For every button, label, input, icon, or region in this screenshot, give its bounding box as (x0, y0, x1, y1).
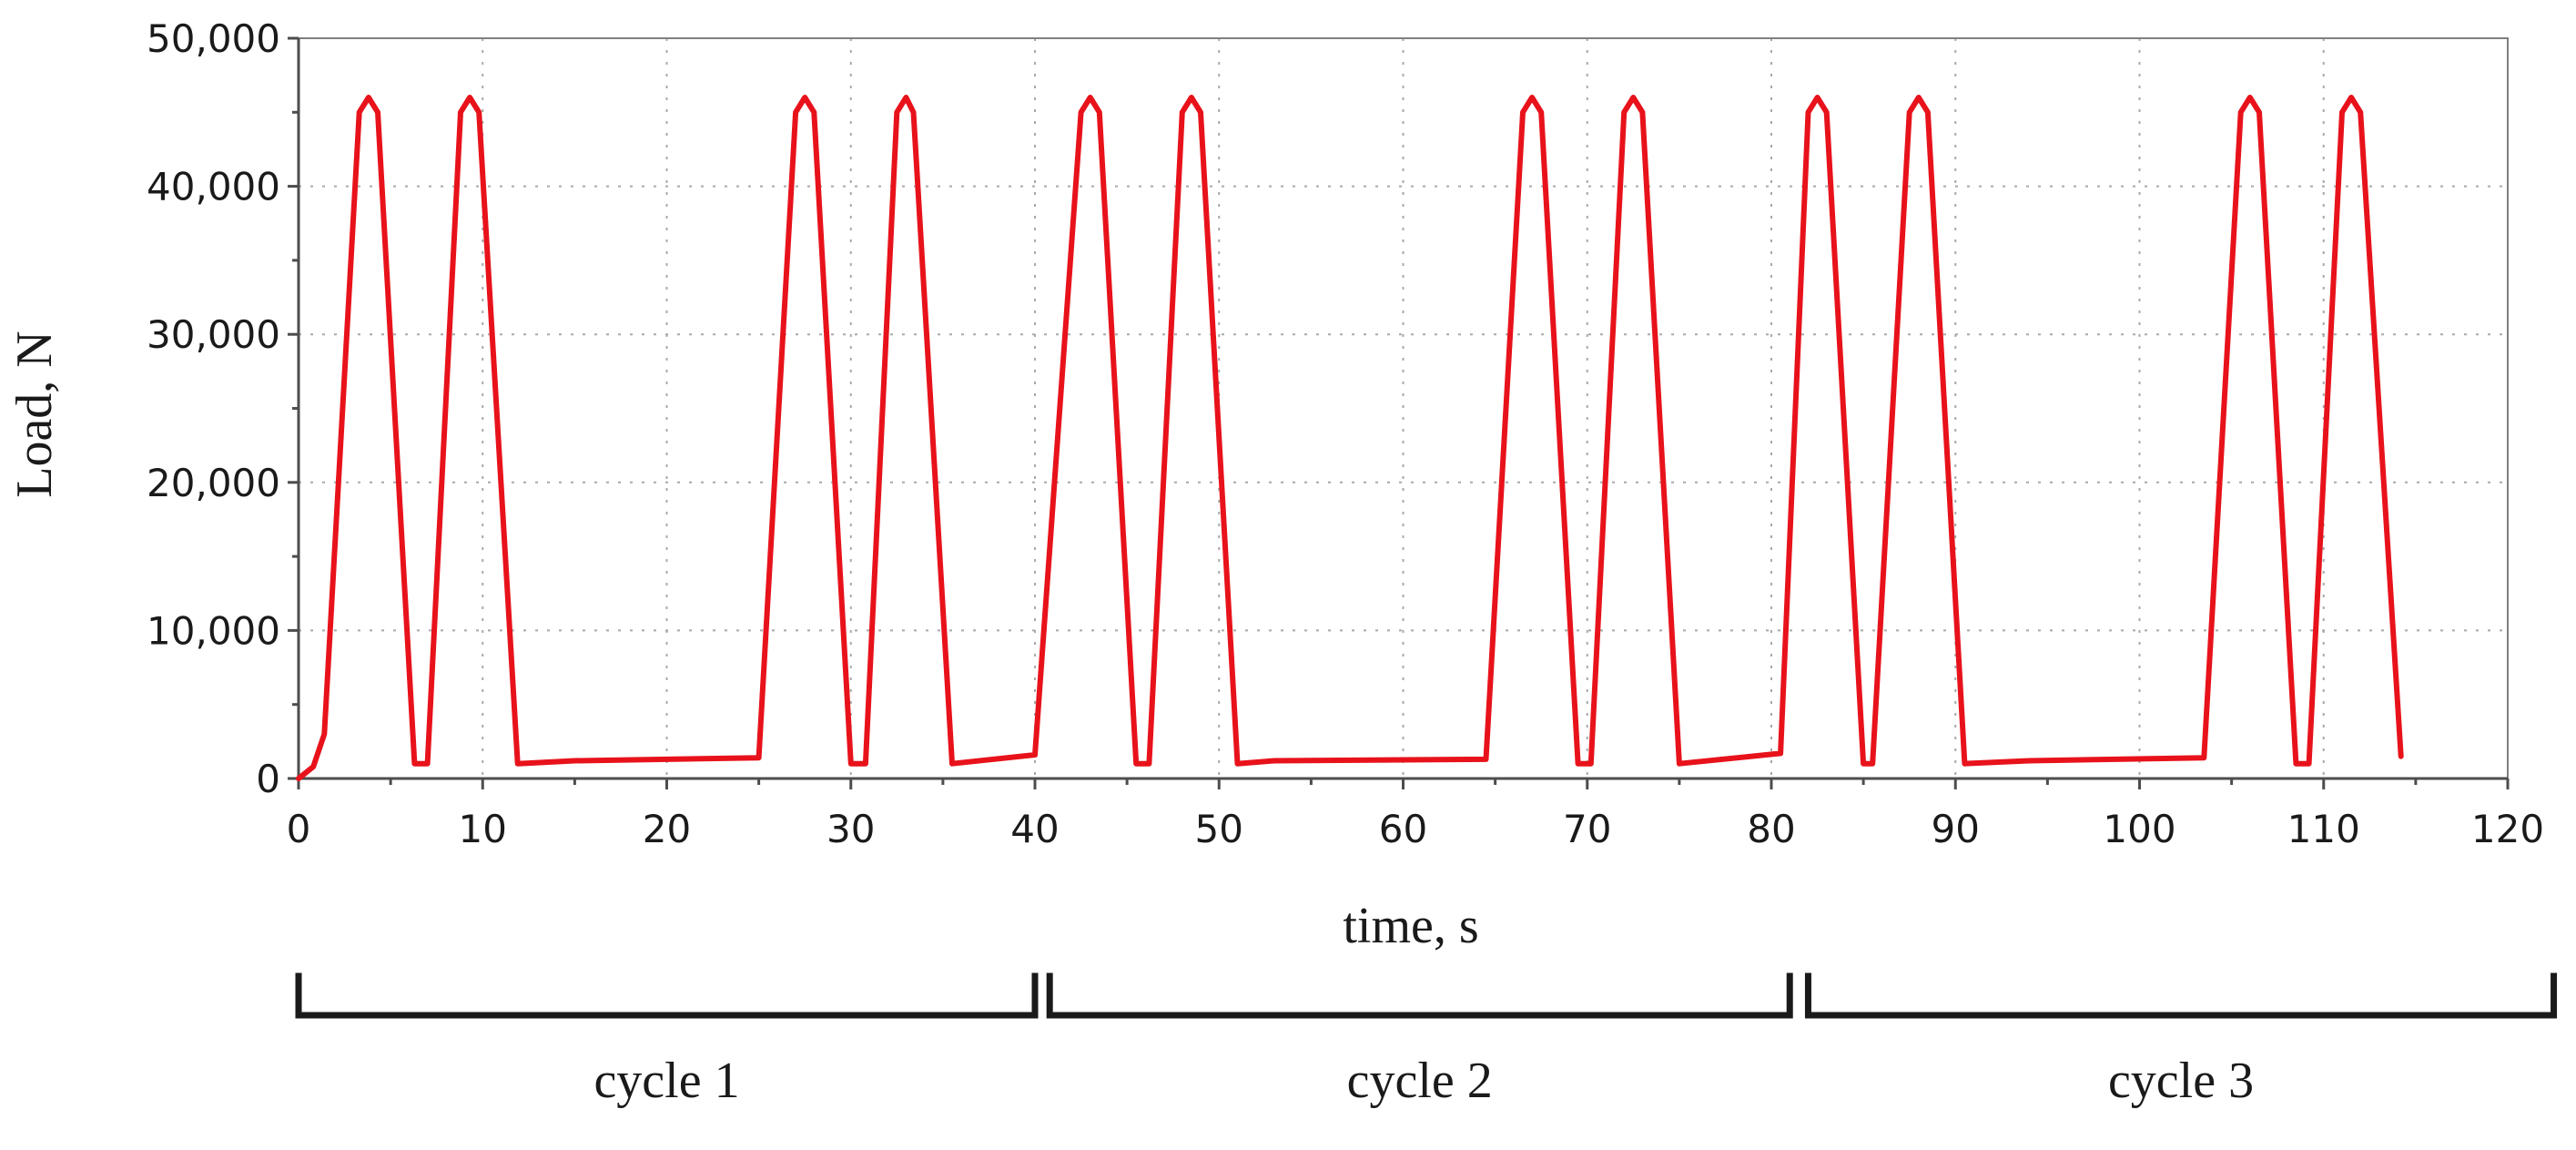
y-tick-label: 10,000 (147, 608, 280, 653)
x-tick-label: 30 (827, 807, 875, 851)
y-tick-label: 30,000 (147, 312, 280, 357)
cycle-bracket: cycle 2 (1046, 972, 1793, 1109)
y-axis-ticks: 0 10,000 20,000 30,000 40,000 50,000 (147, 16, 299, 801)
y-tick-label: 50,000 (147, 16, 280, 61)
gridlines (299, 38, 2508, 779)
cycle-bracket-line (295, 972, 1039, 1019)
x-tick-label: 0 (287, 807, 311, 851)
cycle-label: cycle 2 (1347, 1053, 1493, 1109)
x-tick-label: 70 (1563, 807, 1611, 851)
series-layer (296, 95, 2404, 781)
x-tick-label: 110 (2287, 807, 2360, 851)
series-line-load (296, 95, 2404, 781)
x-tick-label: 100 (2103, 807, 2175, 851)
x-tick-label: 10 (459, 807, 507, 851)
x-tick-label: 90 (1932, 807, 1980, 851)
x-tick-label: 50 (1195, 807, 1243, 851)
y-tick-label: 0 (256, 757, 280, 801)
x-axis-ticks: 0 10 20 30 40 50 60 70 80 90 100 110 120 (287, 779, 2544, 851)
cycle-label: cycle 3 (2108, 1053, 2254, 1109)
x-axis-title: time, s (1343, 898, 1478, 954)
cycle-brackets: cycle 1 cycle 2 cycle 3 (295, 972, 2558, 1109)
cycle-bracket-line (1804, 972, 2558, 1019)
cycle-bracket-line (1046, 972, 1793, 1019)
cycle-label: cycle 1 (593, 1053, 739, 1109)
x-tick-label: 80 (1747, 807, 1795, 851)
x-tick-label: 20 (643, 807, 691, 851)
y-tick-label: 20,000 (147, 461, 280, 505)
cycle-bracket: cycle 1 (295, 972, 1039, 1109)
cycle-bracket: cycle 3 (1804, 972, 2558, 1109)
y-axis-title: Load, N (6, 331, 63, 498)
x-tick-label: 40 (1010, 807, 1059, 851)
y-tick-label: 40,000 (147, 165, 280, 209)
x-tick-label: 60 (1379, 807, 1427, 851)
x-tick-label: 120 (2471, 807, 2544, 851)
